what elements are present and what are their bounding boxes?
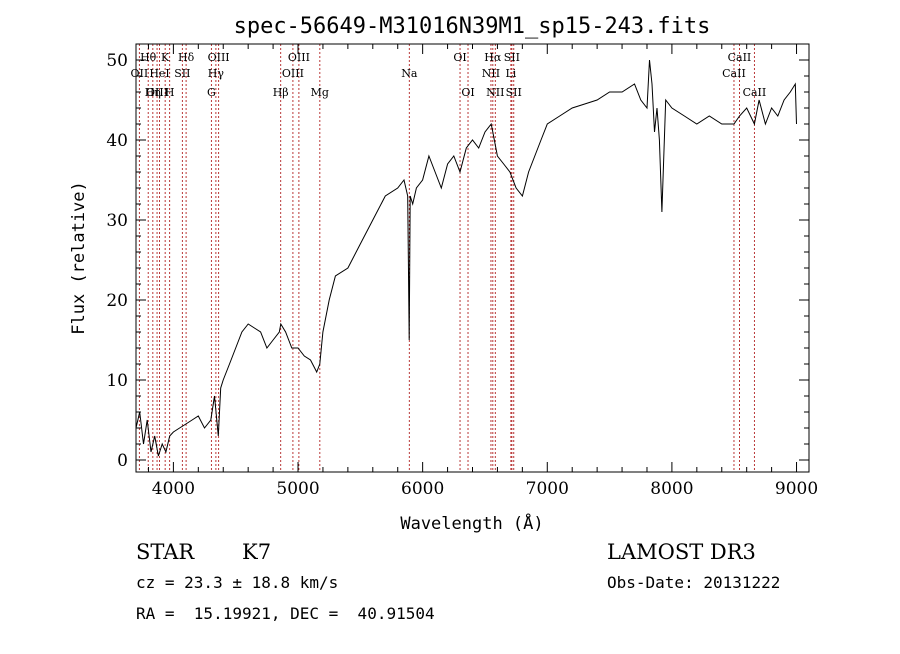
line-marker-label: CaII bbox=[743, 86, 767, 99]
x-tick-label: 9000 bbox=[775, 479, 818, 499]
line-marker-label: Mg bbox=[311, 86, 329, 99]
line-marker-label: Li bbox=[505, 67, 516, 80]
chart-title: spec-56649-M31016N39M1_sp15-243.fits bbox=[234, 14, 711, 39]
x-tick-label: 8000 bbox=[650, 479, 693, 499]
x-tick-label: 5000 bbox=[276, 479, 319, 499]
emission-line-markers bbox=[138, 44, 755, 472]
x-tick-label: 7000 bbox=[526, 479, 569, 499]
emission-line-labels: Hθ OII OIII K HeI Hη H Hδ SII OIII Hγ G OIII OIII Hβ Mg… bbox=[131, 51, 767, 99]
y-tick-label: 50 bbox=[106, 51, 128, 71]
x-tick-label: 4000 bbox=[152, 479, 195, 499]
spectrum-line bbox=[135, 59, 797, 457]
line-marker-label: SII bbox=[506, 86, 522, 99]
line-marker-label: OIII bbox=[282, 67, 304, 80]
observation-date: Obs-Date: 20131222 bbox=[607, 573, 780, 592]
line-marker-label: G bbox=[207, 86, 216, 99]
coordinates: RA = 15.19921, DEC = 40.91504 bbox=[136, 604, 435, 623]
line-marker-label: NII bbox=[486, 86, 504, 99]
line-marker-label: Na bbox=[401, 67, 418, 80]
plot-frame bbox=[135, 43, 810, 473]
line-marker-label: OI bbox=[461, 86, 474, 99]
object-class: STAR bbox=[136, 540, 195, 564]
line-marker-label: CaII bbox=[722, 67, 746, 80]
line-marker-label: NII bbox=[482, 67, 500, 80]
line-marker-label: OI bbox=[453, 51, 466, 64]
line-marker-label: Hθ bbox=[140, 51, 157, 64]
line-marker-label: SII bbox=[504, 51, 520, 64]
line-marker-label: OIII bbox=[146, 86, 168, 99]
line-marker-label: Hδ bbox=[178, 51, 195, 64]
line-marker-label: Hα bbox=[484, 51, 502, 64]
line-marker-label: Hη bbox=[145, 86, 161, 99]
x-axis-ticks: 4000 5000 6000 7000 8000 9000 bbox=[147, 44, 818, 499]
y-axis-label: Flux (relative) bbox=[69, 181, 89, 335]
object-subclass: K7 bbox=[242, 540, 271, 564]
x-axis-label: Wavelength (Å) bbox=[400, 512, 543, 534]
line-marker-label: HeI bbox=[149, 67, 169, 80]
y-tick-label: 40 bbox=[106, 131, 128, 151]
y-tick-label: 0 bbox=[117, 451, 128, 471]
line-marker-label: Hβ bbox=[273, 86, 289, 99]
survey-name: LAMOST DR3 bbox=[607, 540, 756, 564]
line-marker-label: CaII bbox=[728, 51, 752, 64]
line-marker-label: H bbox=[165, 86, 175, 99]
y-tick-label: 20 bbox=[106, 291, 128, 311]
line-marker-label: K bbox=[161, 51, 170, 64]
y-tick-label: 30 bbox=[106, 211, 128, 231]
y-axis-ticks: 0 10 20 30 40 50 bbox=[106, 51, 809, 471]
y-tick-label: 10 bbox=[106, 371, 128, 391]
line-marker-label: OIII bbox=[208, 51, 230, 64]
line-marker-label: Hγ bbox=[208, 67, 225, 80]
redshift-cz: cz = 23.3 ± 18.8 km/s bbox=[136, 573, 338, 592]
line-marker-label: OIII bbox=[288, 51, 310, 64]
line-marker-label: SII bbox=[174, 67, 190, 80]
line-marker-label: OII bbox=[131, 67, 149, 80]
x-tick-label: 6000 bbox=[401, 479, 444, 499]
